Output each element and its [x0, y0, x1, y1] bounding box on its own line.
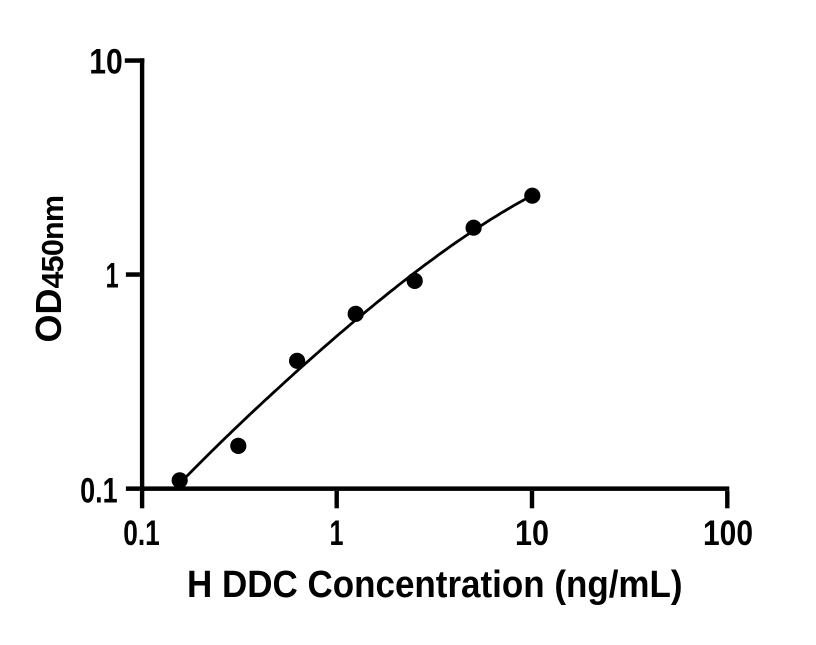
svg-text:10: 10	[515, 514, 549, 553]
svg-text:1: 1	[106, 257, 119, 296]
svg-text:0.1: 0.1	[123, 514, 160, 553]
svg-text:1: 1	[330, 514, 344, 553]
svg-text:H DDC Concentration (ng/mL): H DDC Concentration (ng/mL)	[187, 564, 683, 606]
svg-text:0.1: 0.1	[80, 472, 118, 511]
svg-text:10: 10	[89, 42, 123, 81]
svg-text:100: 100	[703, 514, 753, 553]
svg-text:OD450nm: OD450nm	[28, 196, 70, 343]
